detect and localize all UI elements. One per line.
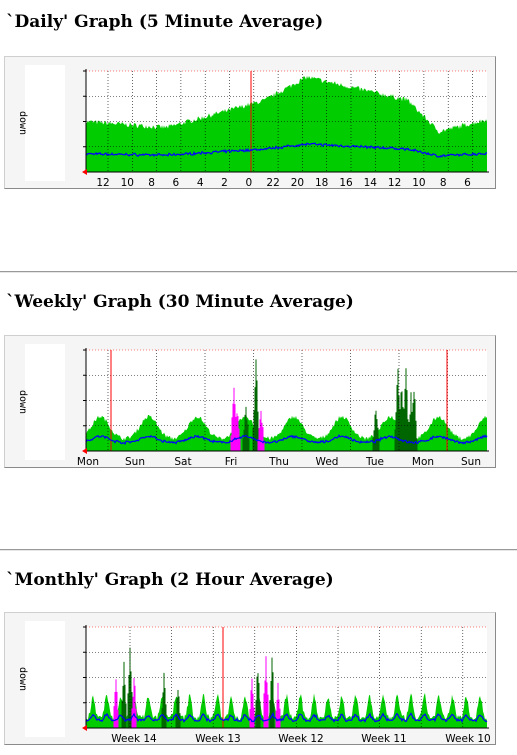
- ylabel-panel: [25, 344, 65, 460]
- daily-graph-title: `Daily' Graph (5 Minute Average): [6, 12, 324, 32]
- daily-graph: down 12 10 8 6 4 2 0 22 20 18 16 14 12 10 8 6: [4, 56, 496, 189]
- monthly-graph-canvas: down Week 14 Week 13 Week 12 Week 11 Week 10: [17, 621, 491, 745]
- x-tick-label: Sun: [125, 456, 145, 468]
- x-tick-label: 12: [388, 177, 401, 189]
- weekly-graph: down Mon Sun Sat Fri Thu Wed Tue Mon Sun: [4, 335, 496, 468]
- x-tick-label: 6: [173, 177, 180, 189]
- ylabel-panel: [25, 621, 65, 737]
- traffic-out-line: [85, 433, 488, 446]
- x-tick-label: Tue: [365, 456, 384, 468]
- y-axis-label: down: [17, 390, 28, 414]
- axis-origin-arrow: [82, 448, 87, 454]
- section-divider: [0, 271, 517, 273]
- x-tick-label: Mon: [412, 456, 434, 468]
- axis-origin-arrow: [82, 725, 87, 731]
- x-tick-label: 10: [121, 177, 134, 189]
- axis-origin-arrow: [82, 169, 87, 175]
- traffic-out-line: [85, 711, 488, 724]
- x-tick-label: Week 13: [195, 733, 240, 745]
- monthly-graph: down Week 14 Week 13 Week 12 Week 11 Week 10: [4, 612, 496, 745]
- x-tick-label: Week 10: [445, 733, 490, 745]
- x-tick-label: Week 14: [111, 733, 157, 745]
- weekly-graph-canvas: down Mon Sun Sat Fri Thu Wed Tue Mon Sun: [17, 344, 489, 468]
- x-tick-label: 8: [148, 177, 155, 189]
- x-tick-label: 0: [245, 177, 252, 189]
- x-tick-label: 18: [315, 177, 328, 189]
- grid: [86, 349, 487, 451]
- x-tick-label: Thu: [268, 456, 289, 468]
- y-axis-label: down: [17, 111, 28, 135]
- x-tick-label: Sat: [174, 456, 191, 468]
- traffic-in-area: [86, 414, 487, 451]
- monthly-graph-title: `Monthly' Graph (2 Hour Average): [6, 570, 334, 590]
- traffic-out-line: [85, 142, 487, 158]
- grid: [86, 626, 487, 728]
- x-tick-label: 8: [440, 177, 447, 189]
- traffic-in-area: [86, 75, 487, 172]
- x-tick-label: Sun: [461, 456, 481, 468]
- x-tick-label: Week 11: [361, 733, 406, 745]
- x-tick-label: 10: [412, 177, 425, 189]
- section-divider: [0, 549, 517, 551]
- x-tick-label: Fri: [225, 456, 238, 468]
- x-tick-label: Week 12: [278, 733, 323, 745]
- x-tick-label: 22: [266, 177, 279, 189]
- x-tick-label: 16: [339, 177, 353, 189]
- ylabel-panel: [25, 65, 65, 181]
- x-tick-label: 20: [291, 177, 304, 189]
- weekly-graph-title: `Weekly' Graph (30 Minute Average): [6, 292, 354, 312]
- x-tick-label: 12: [96, 177, 109, 189]
- x-tick-label: Mon: [77, 456, 99, 468]
- x-tick-label: 14: [364, 177, 378, 189]
- x-tick-label: Wed: [316, 456, 339, 468]
- x-tick-label: 4: [197, 177, 204, 189]
- x-tick-label: 2: [221, 177, 228, 189]
- y-axis-label: down: [17, 667, 28, 691]
- x-tick-label: 6: [464, 177, 471, 189]
